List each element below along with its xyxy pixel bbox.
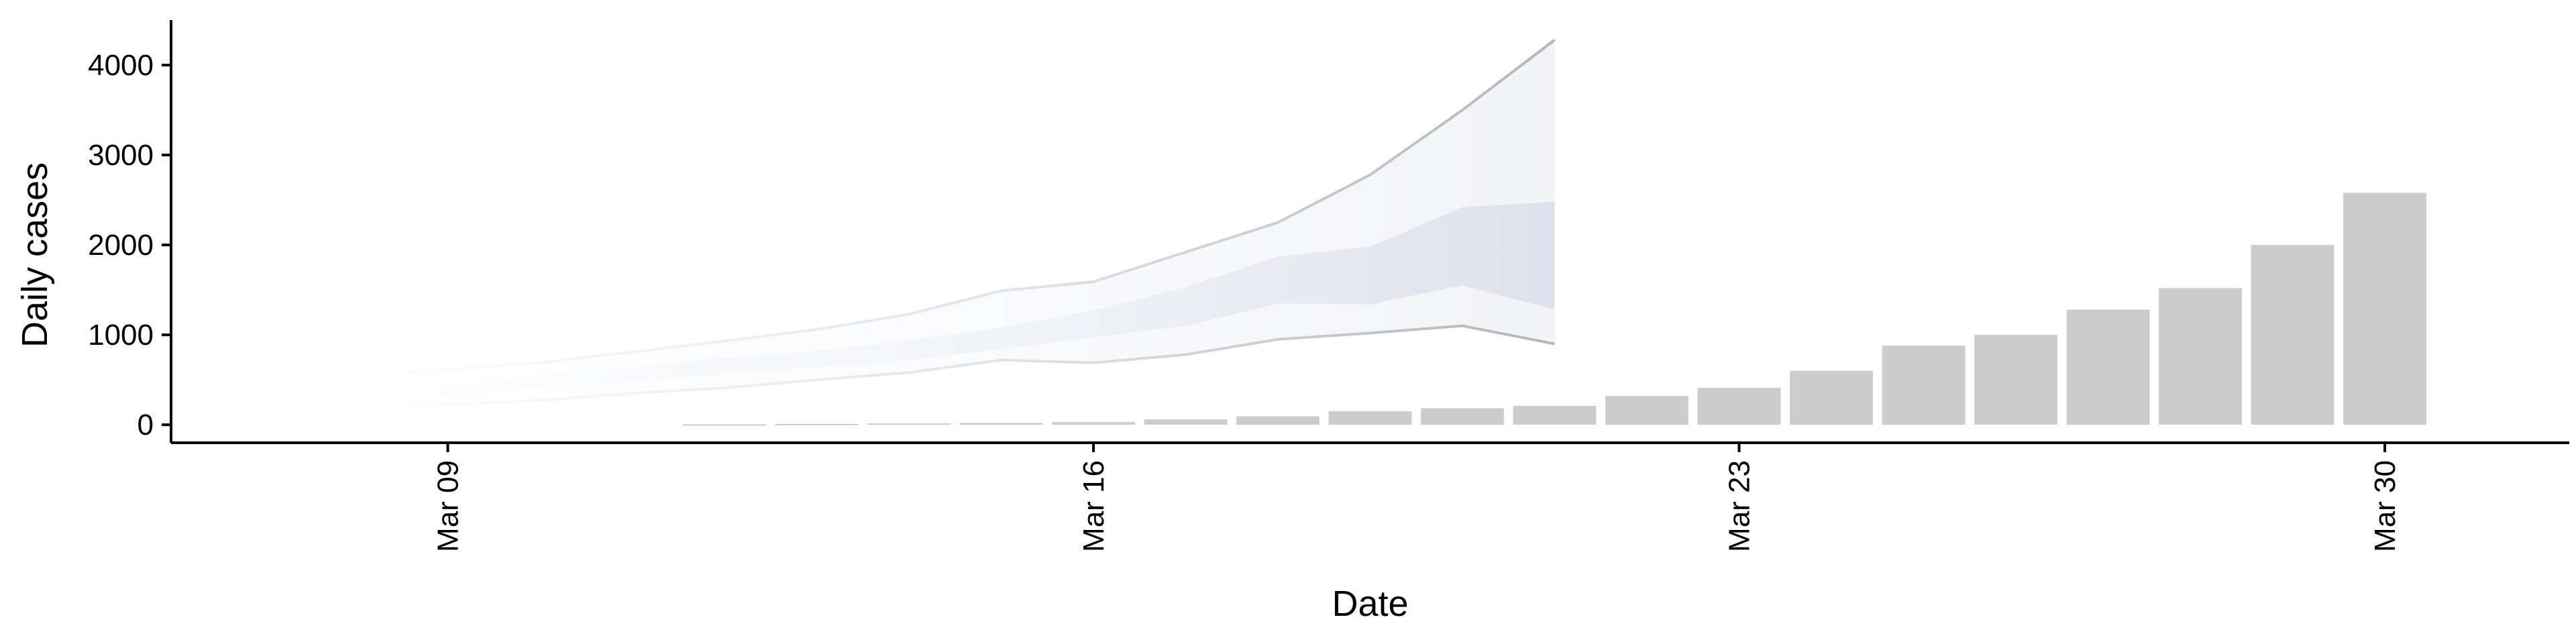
y-tick-label: 3000 [88,139,154,172]
bar [1974,335,2057,425]
bar [1882,345,1966,425]
x-tick-label: Mar 16 [1077,460,1110,552]
y-tick-label: 0 [138,409,154,441]
bar [1697,388,1781,425]
bar [1790,370,1873,425]
y-axis-ticks: 0 1000 2000 3000 4000 [88,49,171,441]
y-tick-label: 2000 [88,229,154,262]
y-tick-label: 4000 [88,49,154,82]
bar [2251,245,2334,425]
y-tick-label: 1000 [88,319,154,352]
bar-series [683,193,2426,426]
bar [959,423,1043,425]
bar [1605,396,1688,425]
bar [683,424,766,426]
ribbon-fade-overlay [352,20,1558,443]
forecast-ribbons [352,20,1558,443]
bar [775,423,859,425]
axes [170,20,2569,444]
x-tick-label: Mar 23 [1723,460,1756,552]
bar [2159,288,2242,425]
x-tick-label: Mar 30 [2369,460,2402,552]
bar [1513,406,1597,425]
y-axis-title: Daily cases [15,162,55,347]
bar [1052,422,1135,425]
bar [867,423,951,425]
bar [2066,309,2150,425]
bar [2343,193,2426,425]
x-axis-ticks: Mar 09 Mar 16 Mar 23 Mar 30 [432,443,2402,552]
bar [1144,419,1228,425]
x-axis-title: Date [1332,584,1408,624]
bar [1236,416,1320,425]
x-tick-label: Mar 09 [432,460,465,552]
bar [1421,408,1504,425]
bar [1328,411,1412,425]
